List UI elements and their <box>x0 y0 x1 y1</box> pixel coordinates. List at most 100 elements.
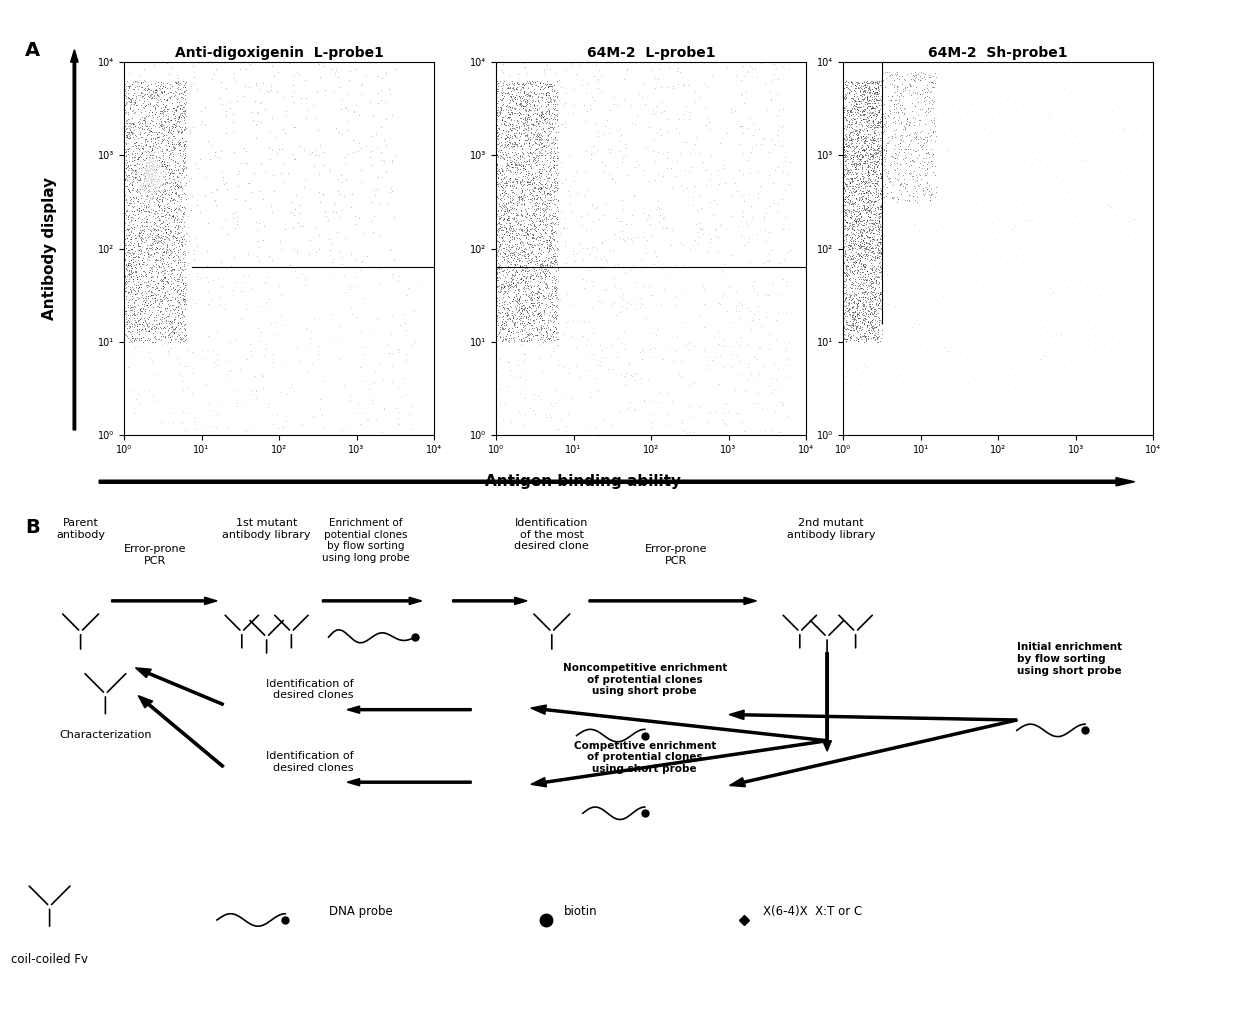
Point <box>833 200 853 217</box>
Point <box>125 163 145 179</box>
Point <box>869 162 889 178</box>
Point <box>508 161 528 177</box>
Point <box>843 143 863 160</box>
Point <box>842 280 862 296</box>
Point <box>512 298 532 315</box>
Point <box>517 173 537 190</box>
Point <box>133 256 153 272</box>
Point <box>854 316 874 333</box>
Point <box>144 189 164 205</box>
Point <box>146 157 166 174</box>
Point <box>543 121 563 138</box>
Point <box>701 234 720 251</box>
Point <box>874 162 894 178</box>
Point <box>866 94 885 111</box>
Point <box>145 99 165 116</box>
Point <box>968 375 988 392</box>
Point <box>541 189 560 205</box>
Point <box>858 301 878 318</box>
Point <box>500 288 520 305</box>
Point <box>851 259 870 276</box>
Point <box>528 85 548 102</box>
Point <box>852 168 872 184</box>
Point <box>124 203 144 220</box>
Point <box>161 181 181 198</box>
Point <box>520 315 539 332</box>
Point <box>232 395 252 411</box>
Point <box>122 145 141 162</box>
Point <box>610 121 630 138</box>
Point <box>157 292 177 309</box>
Point <box>897 155 916 172</box>
Point <box>851 84 870 100</box>
Point <box>164 260 184 277</box>
Point <box>521 217 541 233</box>
Point <box>527 113 547 130</box>
Point <box>511 315 531 332</box>
Point <box>154 318 174 335</box>
Point <box>516 166 536 182</box>
Point <box>527 164 547 180</box>
Point <box>730 118 750 135</box>
Point <box>532 127 552 144</box>
Point <box>528 176 548 193</box>
Point <box>140 178 160 195</box>
Point <box>842 280 862 296</box>
Point <box>148 140 167 156</box>
Point <box>140 165 160 181</box>
Point <box>525 303 544 319</box>
Point <box>853 111 873 127</box>
Point <box>507 137 527 153</box>
Point <box>125 126 145 143</box>
Point <box>502 120 522 137</box>
Point <box>841 236 861 253</box>
Point <box>494 328 513 345</box>
Point <box>547 287 567 304</box>
Point <box>500 126 520 143</box>
Point <box>837 236 857 253</box>
Point <box>862 301 882 318</box>
Point <box>490 291 510 308</box>
Point <box>853 288 873 305</box>
Point <box>537 145 557 162</box>
Point <box>919 69 939 86</box>
Point <box>532 132 552 148</box>
Point <box>146 263 166 280</box>
Point <box>525 312 544 328</box>
Point <box>138 154 157 171</box>
Point <box>838 104 858 120</box>
Point <box>846 280 866 296</box>
Point <box>1052 144 1071 161</box>
Point <box>522 116 542 133</box>
Point <box>593 260 613 277</box>
Point <box>117 130 136 146</box>
Point <box>851 227 870 243</box>
Point <box>170 200 190 217</box>
Point <box>740 144 760 161</box>
Point <box>914 90 934 107</box>
Point <box>126 73 146 89</box>
Point <box>146 161 166 177</box>
Point <box>143 166 162 182</box>
Point <box>505 136 525 152</box>
Point <box>564 173 584 190</box>
Point <box>587 370 606 386</box>
Point <box>889 165 909 181</box>
Point <box>125 329 145 346</box>
Point <box>863 243 883 260</box>
Point <box>124 190 144 206</box>
Point <box>525 263 544 280</box>
Point <box>925 75 945 91</box>
Point <box>523 136 543 152</box>
Point <box>496 196 516 212</box>
Point <box>725 175 745 192</box>
Point <box>118 257 138 274</box>
Point <box>869 146 889 163</box>
Point <box>139 104 159 120</box>
Point <box>843 77 863 93</box>
Point <box>141 166 161 182</box>
Point <box>141 166 161 182</box>
Point <box>153 229 172 246</box>
Point <box>541 141 560 157</box>
Point <box>853 311 873 327</box>
